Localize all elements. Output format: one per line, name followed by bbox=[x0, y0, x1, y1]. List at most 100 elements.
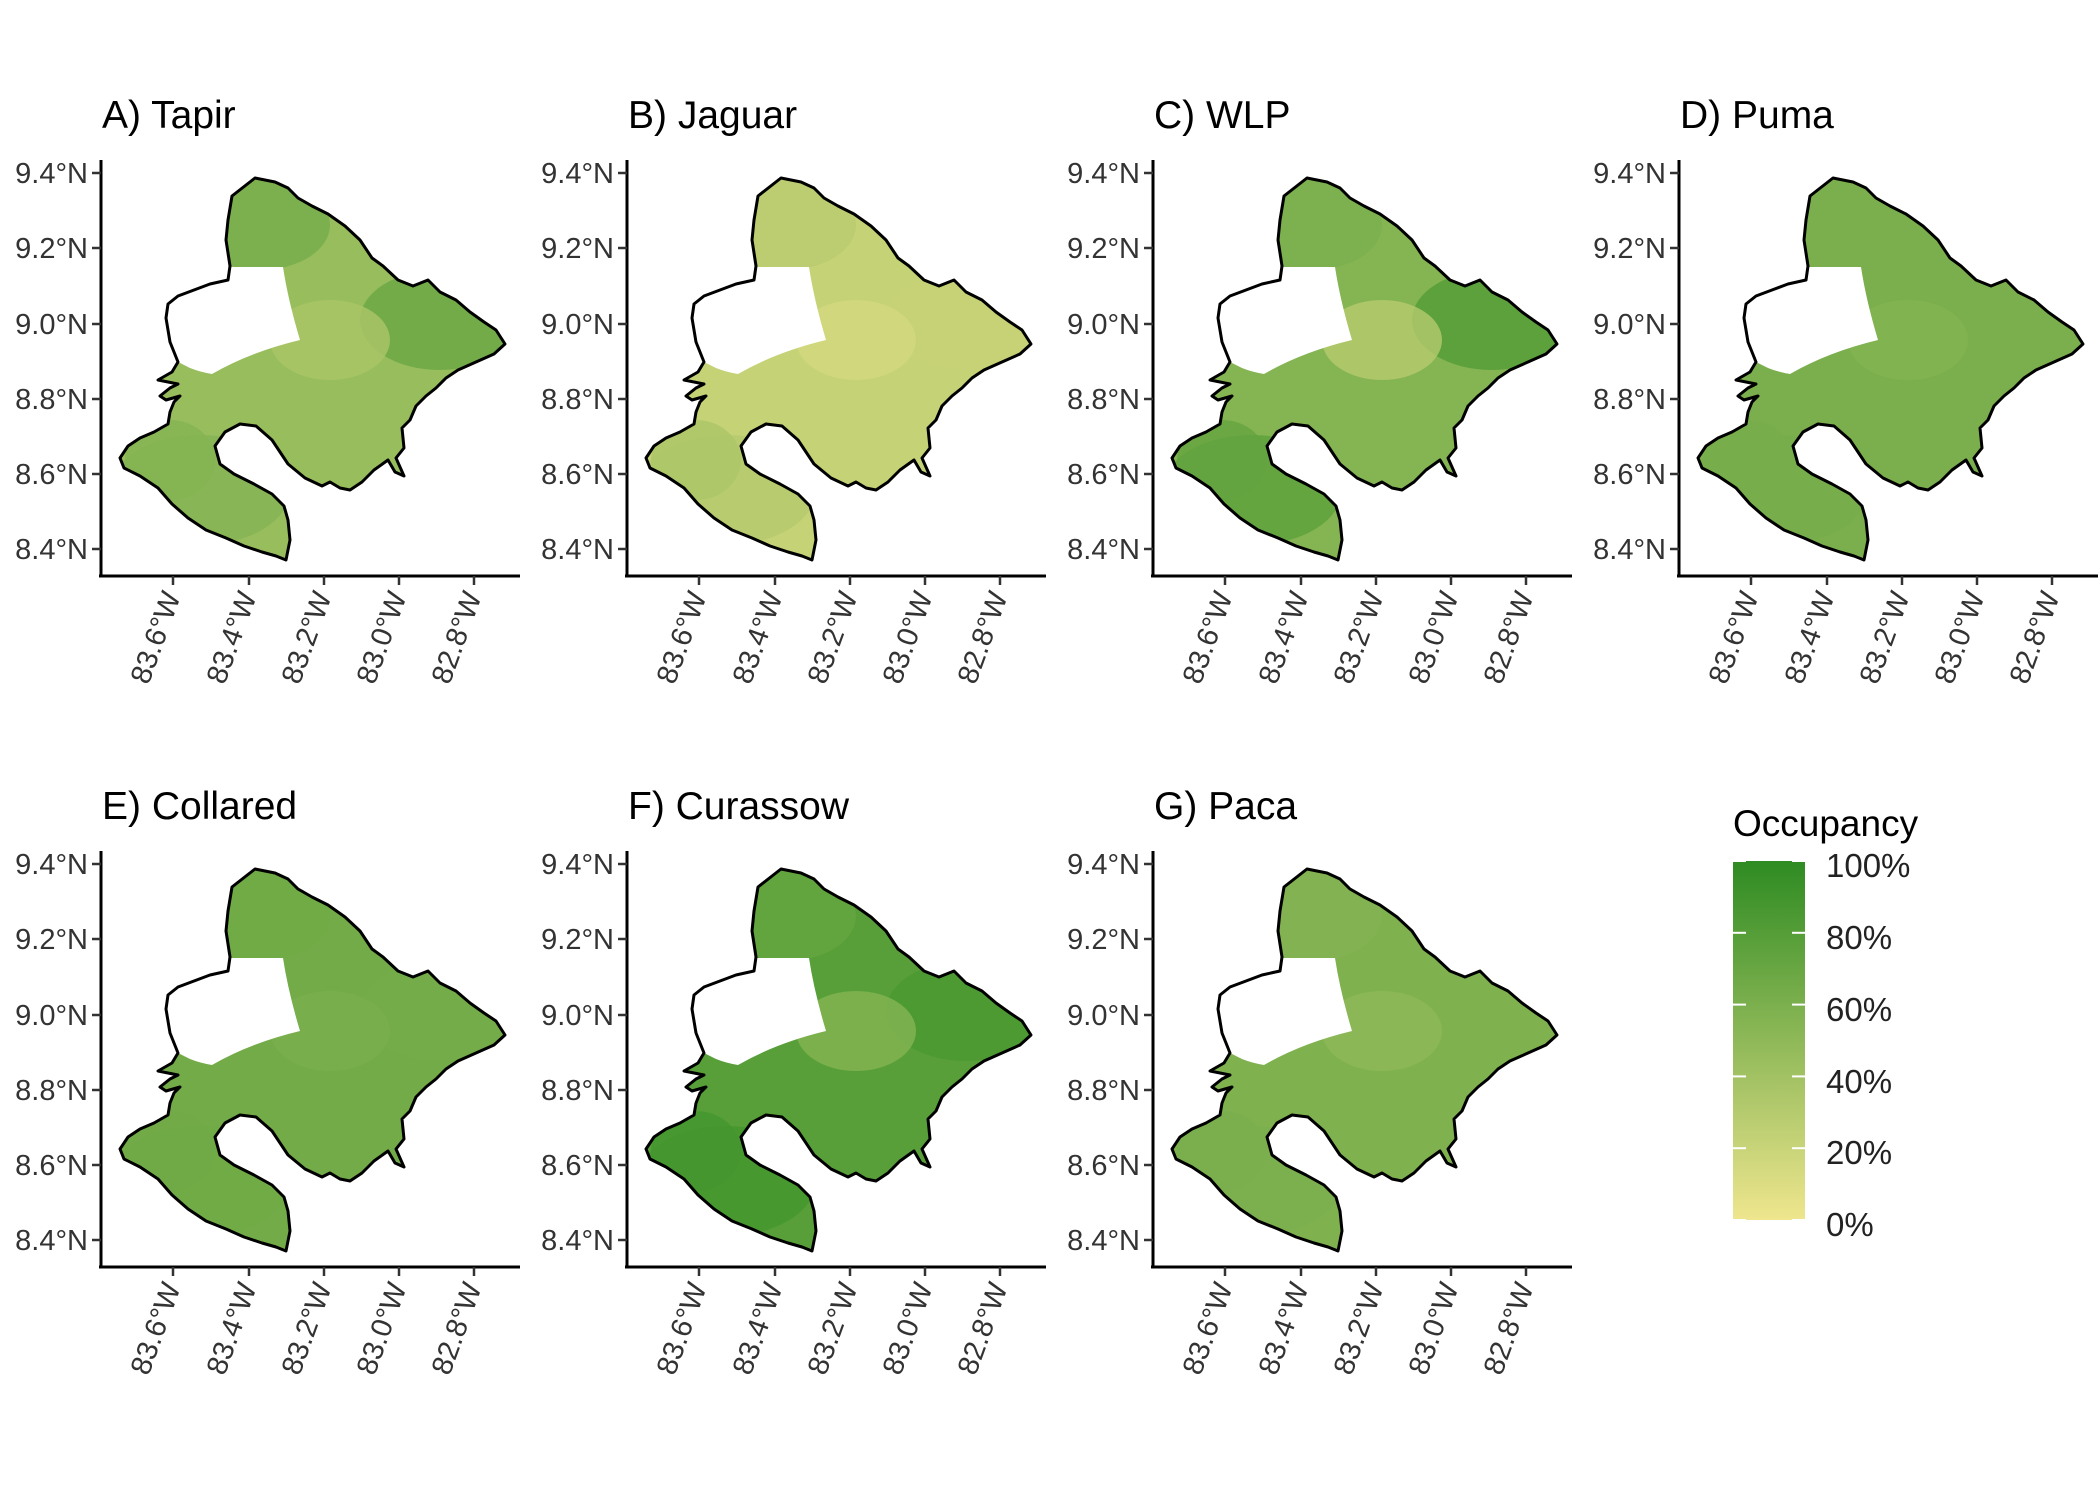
x-tick-label: 83.0°W bbox=[1403, 587, 1466, 688]
y-tick-label: 9.4°N bbox=[1067, 158, 1140, 190]
x-tick-label: 83.6°W bbox=[651, 1278, 714, 1379]
x-tick-label: 83.6°W bbox=[651, 587, 714, 688]
legend-label-40: 40% bbox=[1826, 1063, 1892, 1100]
y-tick-label: 9.4°N bbox=[541, 158, 614, 190]
x-tick-label: 82.8°W bbox=[426, 1278, 489, 1379]
x-tick-label: 82.8°W bbox=[1478, 587, 1541, 688]
x-tick-label: 82.8°W bbox=[1478, 1278, 1541, 1379]
y-tick-label: 9.0°N bbox=[1593, 309, 1666, 341]
x-tick-label: 83.4°W bbox=[727, 587, 790, 688]
y-tick-label: 8.4°N bbox=[1067, 534, 1140, 566]
y-tick-label: 8.4°N bbox=[1593, 534, 1666, 566]
x-tick-label: 83.0°W bbox=[351, 1278, 414, 1379]
x-tick-label: 83.4°W bbox=[201, 587, 264, 688]
y-tick-label: 8.8°N bbox=[541, 384, 614, 416]
x-tick-label: 83.0°W bbox=[351, 587, 414, 688]
legend-colorbar bbox=[1733, 861, 1805, 1220]
y-tick-label: 8.6°N bbox=[541, 1150, 614, 1182]
y-tick-label: 9.0°N bbox=[541, 1000, 614, 1032]
x-tick-label: 83.4°W bbox=[1253, 587, 1316, 688]
y-tick-label: 8.6°N bbox=[1067, 459, 1140, 491]
x-tick-label: 83.2°W bbox=[1328, 1278, 1391, 1379]
x-tick-label: 82.8°W bbox=[952, 1278, 1015, 1379]
map-panel-g: G) Paca 9.4°N 9.2°N 9.0°N 8.8°N 8.6°N 8.4°N 83.… bbox=[1067, 785, 1572, 1379]
legend-title: Occupancy bbox=[1733, 803, 1919, 844]
y-tick-label: 9.2°N bbox=[15, 924, 88, 956]
legend-label-80: 80% bbox=[1826, 919, 1892, 956]
y-tick-label: 8.6°N bbox=[15, 1150, 88, 1182]
x-tick-label: 83.0°W bbox=[1403, 1278, 1466, 1379]
region-boundary bbox=[1170, 867, 1559, 1253]
x-tick-label: 83.2°W bbox=[276, 1278, 339, 1379]
map-panel-c: C) WLP 9.4°N 9.2°N 9.0°N 8.8°N 8.6°N 8.4°N 83.6… bbox=[1067, 94, 1572, 688]
x-tick-label: 83.6°W bbox=[1177, 587, 1240, 688]
x-tick-label: 83.0°W bbox=[877, 587, 940, 688]
x-tick-label: 83.4°W bbox=[1253, 1278, 1316, 1379]
y-tick-label: 8.8°N bbox=[1067, 1075, 1140, 1107]
legend-label-20: 20% bbox=[1826, 1134, 1892, 1171]
x-tick-label: 83.2°W bbox=[1328, 587, 1391, 688]
region-boundary bbox=[1170, 176, 1559, 562]
y-tick-label: 9.2°N bbox=[1067, 233, 1140, 265]
region-boundary bbox=[1696, 176, 2085, 562]
region-boundary bbox=[644, 176, 1033, 562]
y-tick-label: 8.6°N bbox=[1593, 459, 1666, 491]
x-tick-label: 83.4°W bbox=[201, 1278, 264, 1379]
region-boundary bbox=[118, 176, 507, 562]
x-tick-label: 83.6°W bbox=[1177, 1278, 1240, 1379]
occupancy-legend: Occupancy 100% 80% 60% 40% 20% 0% bbox=[1733, 803, 1919, 1243]
panel-title: D) Puma bbox=[1680, 94, 1834, 137]
y-tick-label: 8.4°N bbox=[15, 1225, 88, 1257]
x-tick-label: 83.0°W bbox=[877, 1278, 940, 1379]
y-tick-label: 9.4°N bbox=[1593, 158, 1666, 190]
region-boundary bbox=[644, 867, 1033, 1253]
y-tick-label: 9.2°N bbox=[15, 233, 88, 265]
legend-label-0: 0% bbox=[1826, 1206, 1874, 1243]
y-tick-label: 9.0°N bbox=[15, 309, 88, 341]
x-tick-label: 83.2°W bbox=[802, 587, 865, 688]
y-tick-label: 9.2°N bbox=[541, 924, 614, 956]
x-tick-label: 83.2°W bbox=[1854, 587, 1917, 688]
panel-title: C) WLP bbox=[1154, 94, 1291, 137]
panel-title: B) Jaguar bbox=[628, 94, 797, 137]
y-tick-label: 8.6°N bbox=[15, 459, 88, 491]
x-tick-label: 83.2°W bbox=[276, 587, 339, 688]
panel-title: F) Curassow bbox=[628, 785, 850, 828]
panel-title: G) Paca bbox=[1154, 785, 1297, 828]
y-tick-label: 9.4°N bbox=[15, 158, 88, 190]
y-tick-label: 9.4°N bbox=[1067, 849, 1140, 881]
y-tick-label: 8.4°N bbox=[541, 534, 614, 566]
y-tick-label: 8.6°N bbox=[541, 459, 614, 491]
y-tick-label: 8.4°N bbox=[15, 534, 88, 566]
y-tick-label: 9.4°N bbox=[15, 849, 88, 881]
x-tick-label: 83.6°W bbox=[125, 1278, 188, 1379]
map-panel-a: A) Tapir 9.4°N 9.2°N 9.0°N 8.8°N 8.6°N 8.4°N 83… bbox=[15, 94, 520, 688]
y-tick-label: 8.4°N bbox=[1067, 1225, 1140, 1257]
y-tick-label: 8.8°N bbox=[15, 1075, 88, 1107]
x-tick-label: 82.8°W bbox=[2004, 587, 2067, 688]
legend-label-100: 100% bbox=[1826, 847, 1910, 884]
legend-label-60: 60% bbox=[1826, 991, 1892, 1028]
x-tick-label: 83.4°W bbox=[727, 1278, 790, 1379]
y-tick-label: 8.8°N bbox=[15, 384, 88, 416]
y-tick-label: 9.0°N bbox=[1067, 1000, 1140, 1032]
map-panel-e: E) Collared 9.4°N 9.2°N 9.0°N 8.8°N 8.6°N 8.4°… bbox=[15, 785, 520, 1379]
region-boundary bbox=[118, 867, 507, 1253]
y-tick-label: 9.0°N bbox=[541, 309, 614, 341]
x-tick-label: 83.6°W bbox=[1703, 587, 1766, 688]
y-tick-label: 8.8°N bbox=[1067, 384, 1140, 416]
y-tick-label: 8.8°N bbox=[541, 1075, 614, 1107]
x-tick-label: 83.4°W bbox=[1779, 587, 1842, 688]
x-tick-label: 82.8°W bbox=[426, 587, 489, 688]
y-tick-label: 8.8°N bbox=[1593, 384, 1666, 416]
x-tick-label: 82.8°W bbox=[952, 587, 1015, 688]
x-tick-label: 83.6°W bbox=[125, 587, 188, 688]
x-tick-label: 83.0°W bbox=[1929, 587, 1992, 688]
y-tick-label: 9.4°N bbox=[541, 849, 614, 881]
y-tick-label: 9.0°N bbox=[1067, 309, 1140, 341]
y-tick-label: 9.2°N bbox=[541, 233, 614, 265]
map-panel-b: B) Jaguar 9.4°N 9.2°N 9.0°N 8.8°N 8.6°N 8.4°N 8… bbox=[541, 94, 1046, 688]
y-tick-label: 9.0°N bbox=[15, 1000, 88, 1032]
map-panel-f: F) Curassow 9.4°N 9.2°N 9.0°N 8.8°N 8.6°N 8.4°… bbox=[541, 785, 1046, 1379]
